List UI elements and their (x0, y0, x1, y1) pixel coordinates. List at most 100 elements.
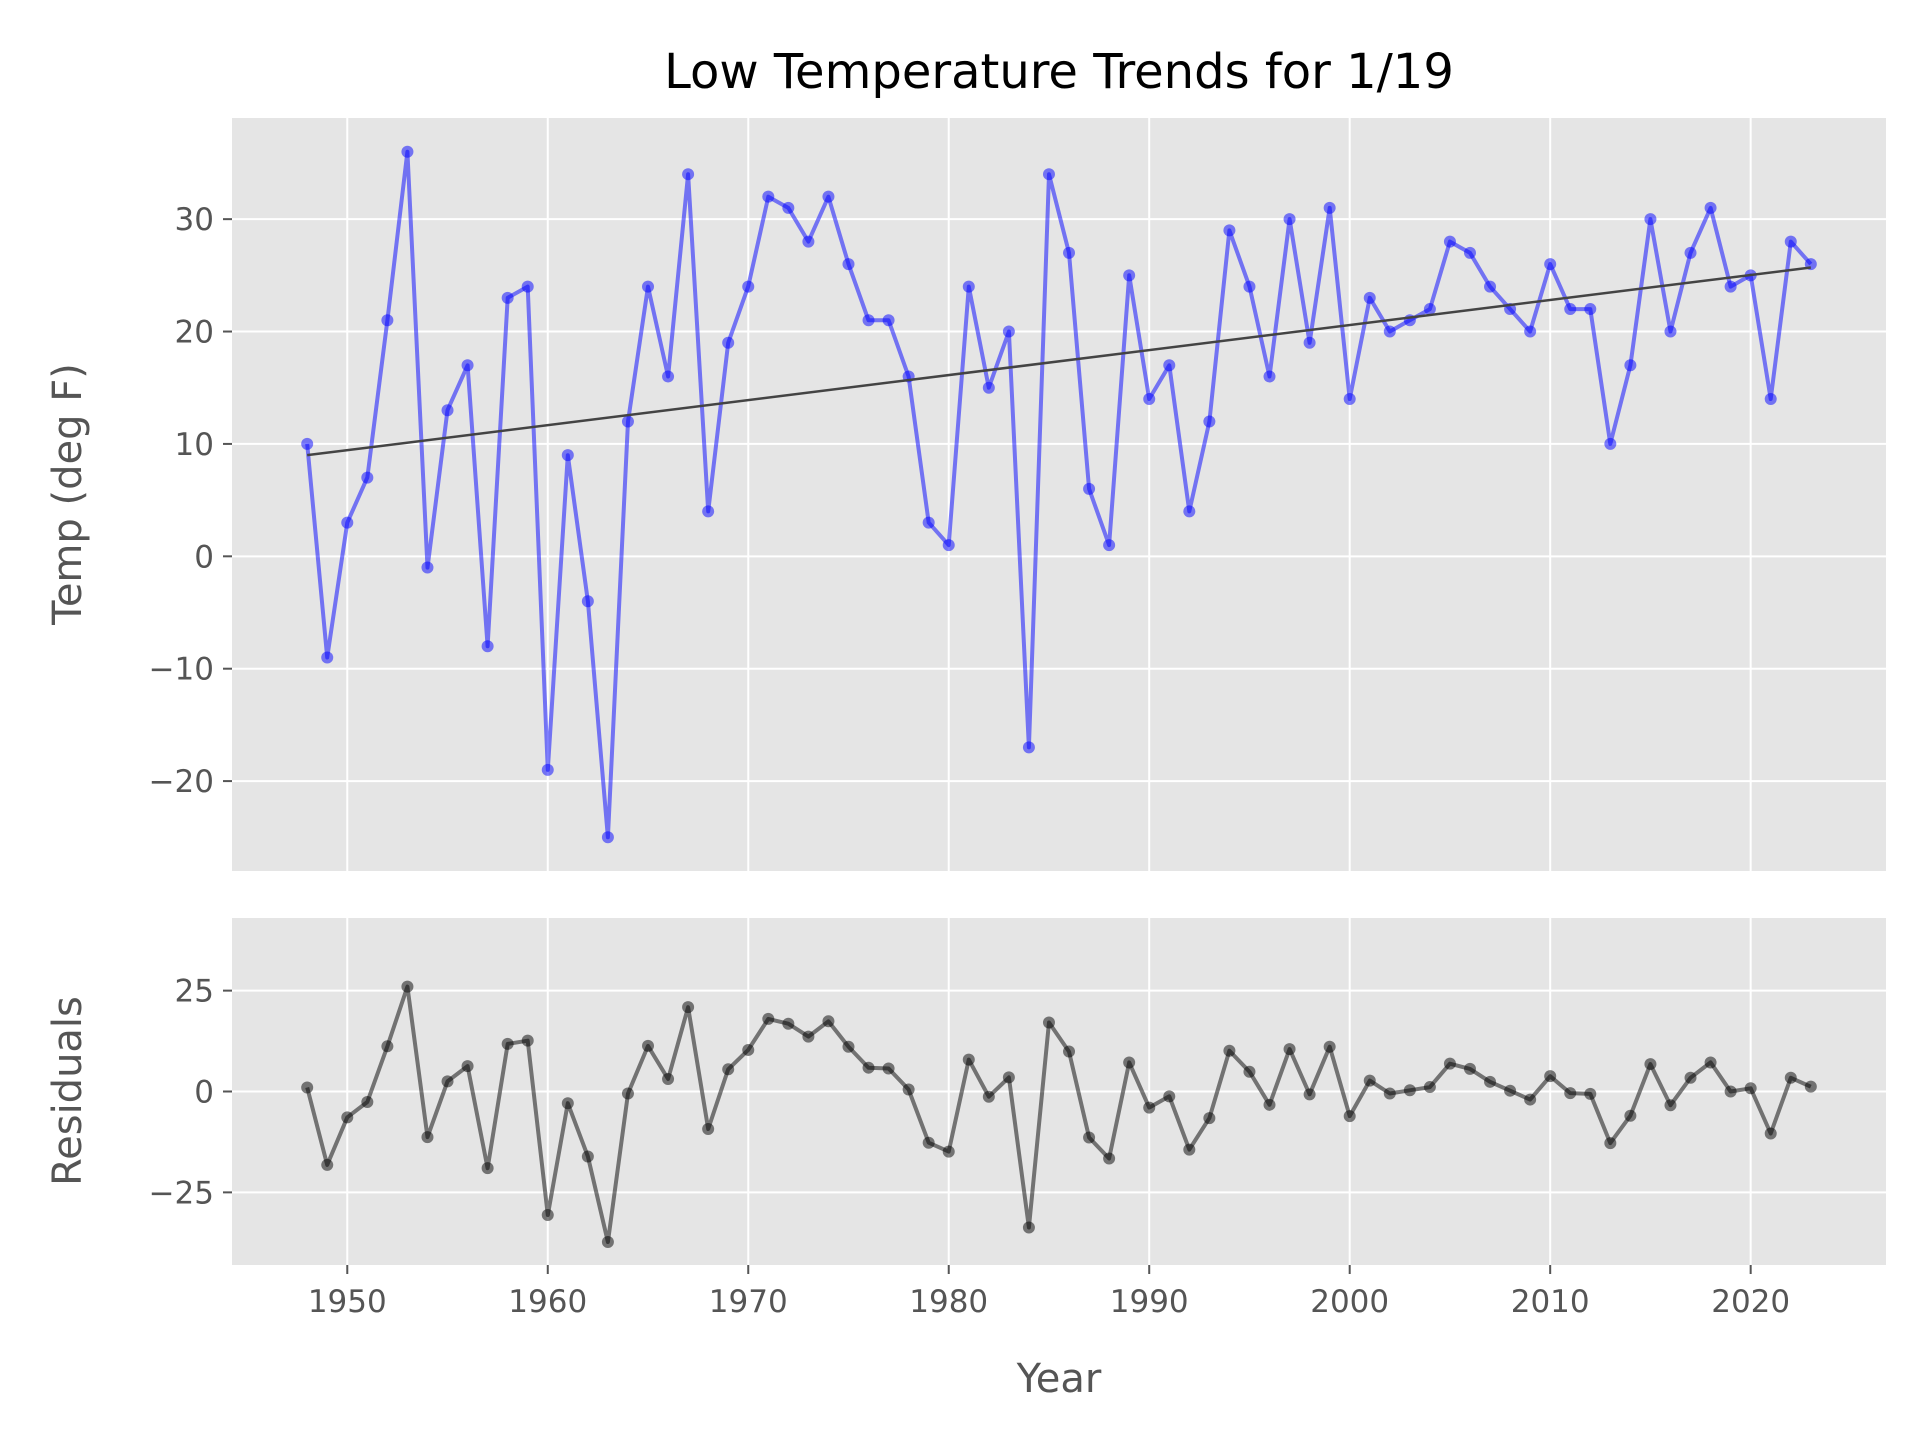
temperature-point (441, 404, 454, 417)
temperature-point (581, 595, 594, 608)
residuals-point (1103, 1152, 1116, 1165)
residuals-point (642, 1039, 655, 1052)
temperature-point (621, 415, 634, 428)
temperature-point (1323, 201, 1336, 214)
residuals-point (1323, 1040, 1336, 1053)
residuals-point (321, 1158, 334, 1171)
residuals-series (301, 980, 1817, 1249)
residuals-point (1684, 1071, 1697, 1084)
temperature-point (1764, 392, 1777, 405)
residuals-point (601, 1236, 614, 1249)
temperature-y-tick-label: 30 (175, 202, 214, 238)
temperature-point (1022, 741, 1035, 754)
residuals-point (501, 1037, 514, 1050)
residuals-point (1484, 1075, 1497, 1088)
residuals-point (842, 1040, 855, 1053)
residuals-point (1063, 1045, 1076, 1058)
residuals-point (1343, 1110, 1356, 1123)
temperature-point (1684, 246, 1697, 259)
residuals-y-tick-label: −25 (149, 1175, 214, 1211)
residuals-point (361, 1095, 374, 1108)
temperature-point (722, 336, 735, 349)
residuals-point (922, 1136, 935, 1149)
residuals-point (1664, 1099, 1677, 1112)
temperature-point (1283, 213, 1296, 226)
temperature-point (1343, 392, 1356, 405)
residuals-point (1584, 1087, 1597, 1100)
residuals-point (862, 1061, 875, 1074)
temperature-series (301, 145, 1817, 844)
residuals-point (902, 1083, 915, 1096)
temperature-y-axis-label: Temp (deg F) (45, 363, 91, 626)
residuals-point (1183, 1143, 1196, 1156)
temperature-point (1303, 336, 1316, 349)
temperature-point (1604, 437, 1617, 450)
residuals-point (461, 1060, 474, 1073)
x-tick-label: 2000 (1310, 1284, 1389, 1320)
temperature-point (742, 280, 755, 293)
temperature-y-tick-label: 0 (194, 539, 214, 575)
residuals-point (421, 1131, 434, 1144)
residuals-point (1724, 1085, 1737, 1098)
temperature-point (1423, 303, 1436, 316)
residuals-point (1624, 1109, 1637, 1122)
temperature-point (381, 314, 394, 327)
temperature-point (1223, 224, 1236, 237)
residuals-point (982, 1090, 995, 1103)
x-axis-label: Year (1016, 1356, 1102, 1402)
residuals-panel: 25 0 −25 1950 1960 1970 1980 1990 2000 2010 2020 (149, 918, 1886, 1320)
residuals-point (441, 1075, 454, 1088)
temperature-point (1063, 246, 1076, 259)
temperature-point (862, 314, 875, 327)
residuals-point (1804, 1080, 1817, 1093)
residuals-point (1083, 1131, 1096, 1144)
temperature-point (321, 651, 334, 664)
temperature-point (1042, 168, 1055, 181)
temperature-point (1363, 291, 1376, 304)
temperature-point (762, 190, 775, 203)
temperature-point (802, 235, 815, 248)
x-tick-label: 1980 (909, 1284, 988, 1320)
temperature-point (341, 516, 354, 529)
residuals-point (1223, 1044, 1236, 1057)
temperature-point (1724, 280, 1737, 293)
residuals-point (301, 1081, 314, 1094)
residuals-point (782, 1017, 795, 1030)
x-tick-label: 2020 (1711, 1284, 1790, 1320)
residuals-point (1463, 1062, 1476, 1075)
chart-title: Low Temperature Trends for 1/19 (664, 44, 1454, 100)
residuals-point (341, 1111, 354, 1124)
temperature-point (822, 190, 835, 203)
residuals-point (1423, 1081, 1436, 1094)
residuals-point (1203, 1112, 1216, 1125)
temperature-y-tick-label: −10 (149, 652, 214, 688)
temperature-point (1704, 201, 1717, 214)
temperature-point (1463, 246, 1476, 259)
residuals-point (1504, 1084, 1517, 1097)
residuals-point (481, 1162, 494, 1175)
temperature-point (1002, 325, 1015, 338)
residuals-point (962, 1053, 975, 1066)
temperature-point (561, 449, 574, 462)
residuals-point (621, 1087, 634, 1100)
residuals-point (1163, 1090, 1176, 1103)
temperature-point (1584, 303, 1597, 316)
temperature-y-tick-label: −20 (149, 764, 214, 800)
residuals-point (401, 980, 414, 993)
year-x-ticks: 1950 1960 1970 1980 1990 2000 2010 2020 (308, 1265, 1790, 1320)
residuals-point (1243, 1065, 1256, 1078)
residuals-point (1363, 1074, 1376, 1087)
residuals-point (1383, 1087, 1396, 1100)
temperature-point (401, 145, 414, 158)
residuals-point (1544, 1070, 1557, 1083)
residuals-point (541, 1208, 554, 1221)
residuals-point (1042, 1016, 1055, 1029)
temperature-point (1143, 392, 1156, 405)
temperature-point (1784, 235, 1797, 248)
residuals-point (1403, 1084, 1416, 1097)
temperature-point (601, 831, 614, 844)
temperature-point (982, 381, 995, 394)
temperature-point (361, 471, 374, 484)
temperature-y-tick-label: 20 (175, 315, 214, 351)
x-tick-label: 2010 (1511, 1284, 1590, 1320)
